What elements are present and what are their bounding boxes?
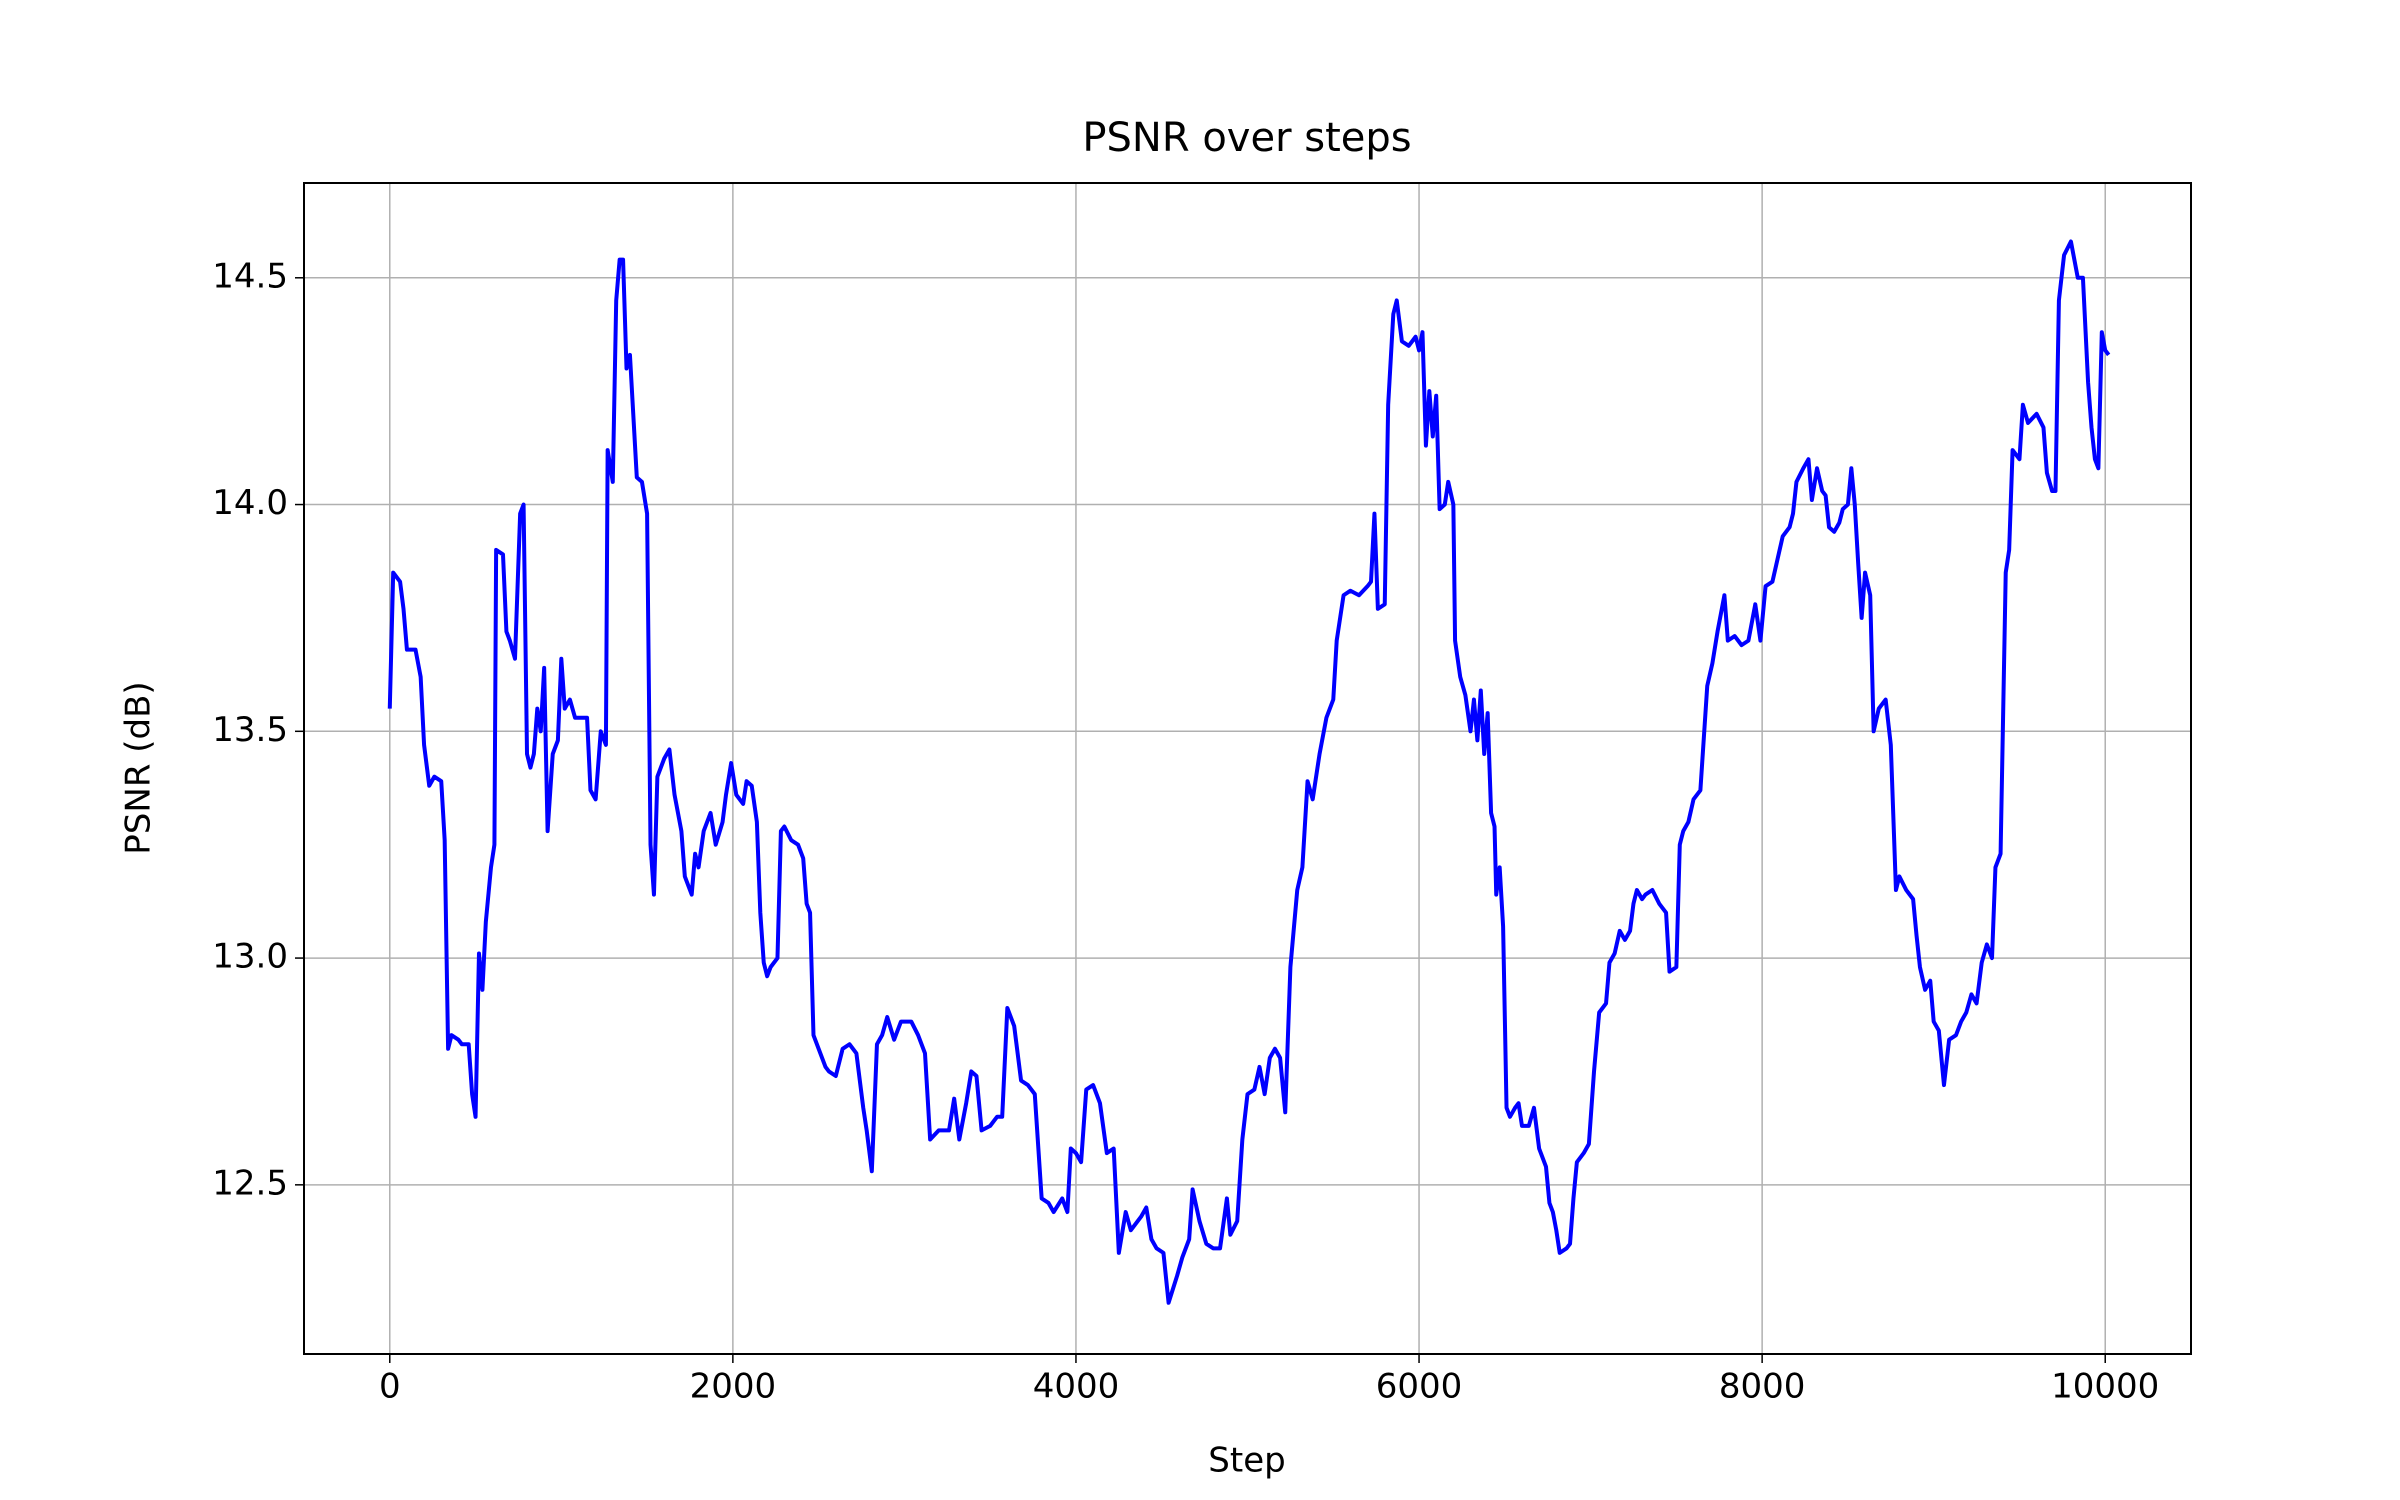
x-tick-label: 8000 — [1719, 1367, 1806, 1407]
y-tick-label: 12.5 — [212, 1163, 288, 1203]
x-tick-label: 2000 — [690, 1367, 777, 1407]
plot-area — [387, 239, 2111, 1305]
x-tick-label: 6000 — [1376, 1367, 1463, 1407]
chart-title: PSNR over steps — [1082, 115, 1411, 161]
axes-frame — [303, 182, 2192, 1355]
grid — [304, 183, 2191, 1354]
x-tick-label: 4000 — [1033, 1367, 1120, 1407]
data-line — [387, 239, 2111, 1305]
x-tick-label: 10000 — [2051, 1367, 2159, 1407]
y-tick-label: 13.0 — [212, 937, 288, 977]
y-axis-label: PSNR (dB) — [119, 681, 159, 854]
y-tick-label: 13.5 — [212, 710, 288, 750]
y-tick-label: 14.5 — [212, 256, 288, 296]
y-tick-label: 14.0 — [212, 483, 288, 523]
x-tick-label: 0 — [379, 1367, 401, 1407]
x-axis-label: Step — [1208, 1441, 1285, 1481]
